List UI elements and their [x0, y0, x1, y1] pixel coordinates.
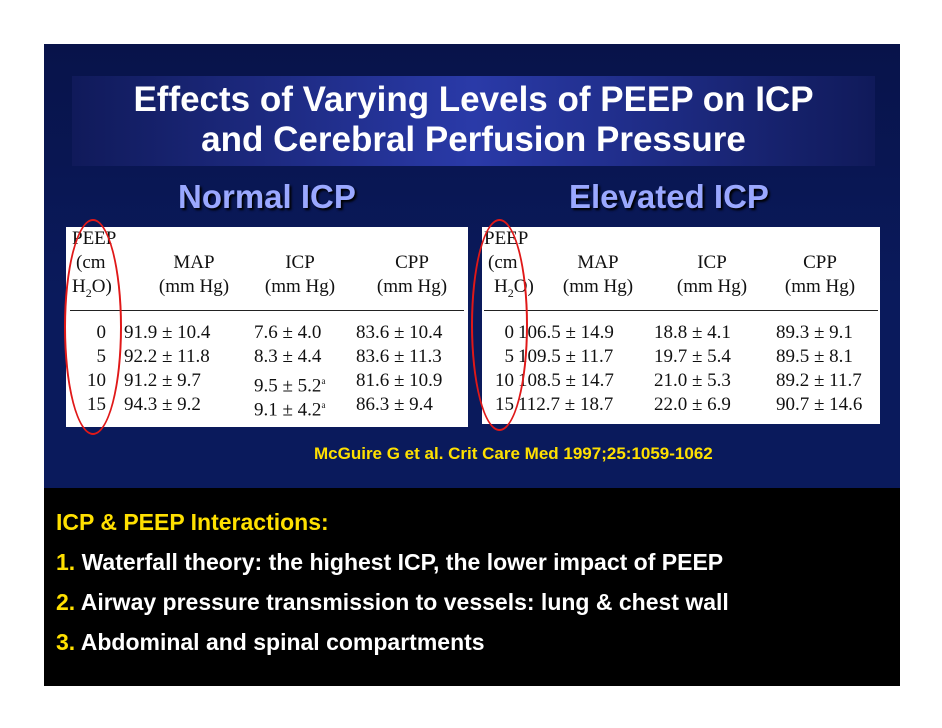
highlight-oval-elevated — [471, 219, 528, 431]
list-item: 3. Abdominal and spinal compartments — [56, 629, 485, 655]
title-line-1: Effects of Varying Levels of PEEP on ICP — [133, 80, 814, 119]
elevated-icp-table: PEEP (cm H2O) MAP (mm Hg) ICP (mm Hg) CP… — [482, 227, 880, 424]
slide: Effects of Varying Levels of PEEP on ICP… — [44, 44, 900, 686]
header-map: MAP (mm Hg) — [562, 252, 634, 297]
header-cpp: CPP (mm Hg) — [376, 252, 448, 297]
interactions-panel: ICP & PEEP Interactions: 1. Waterfall th… — [44, 488, 900, 686]
header-map: MAP (mm Hg) — [158, 252, 230, 297]
title-line-2: and Cerebral Perfusion Pressure — [201, 120, 746, 159]
header-icp: ICP (mm Hg) — [676, 252, 748, 297]
header-rule — [70, 310, 464, 311]
normal-icp-table: PEEP (cm H2O) MAP (mm Hg) ICP (mm Hg) CP… — [66, 227, 468, 427]
citation: McGuire G et al. Crit Care Med 1997;25:1… — [314, 444, 713, 463]
list-item: 1. Waterfall theory: the highest ICP, th… — [56, 549, 724, 575]
header-rule — [484, 310, 878, 311]
normal-icp-heading: Normal ICP — [178, 178, 356, 215]
list-item: 2. Airway pressure transmission to vesse… — [56, 589, 729, 615]
header-cpp: CPP (mm Hg) — [784, 252, 856, 297]
elevated-icp-heading: Elevated ICP — [569, 178, 769, 215]
title-box: Effects of Varying Levels of PEEP on ICP… — [72, 76, 875, 166]
header-icp: ICP (mm Hg) — [264, 252, 336, 297]
interactions-heading: ICP & PEEP Interactions: — [56, 509, 329, 535]
highlight-oval-normal — [64, 219, 122, 435]
